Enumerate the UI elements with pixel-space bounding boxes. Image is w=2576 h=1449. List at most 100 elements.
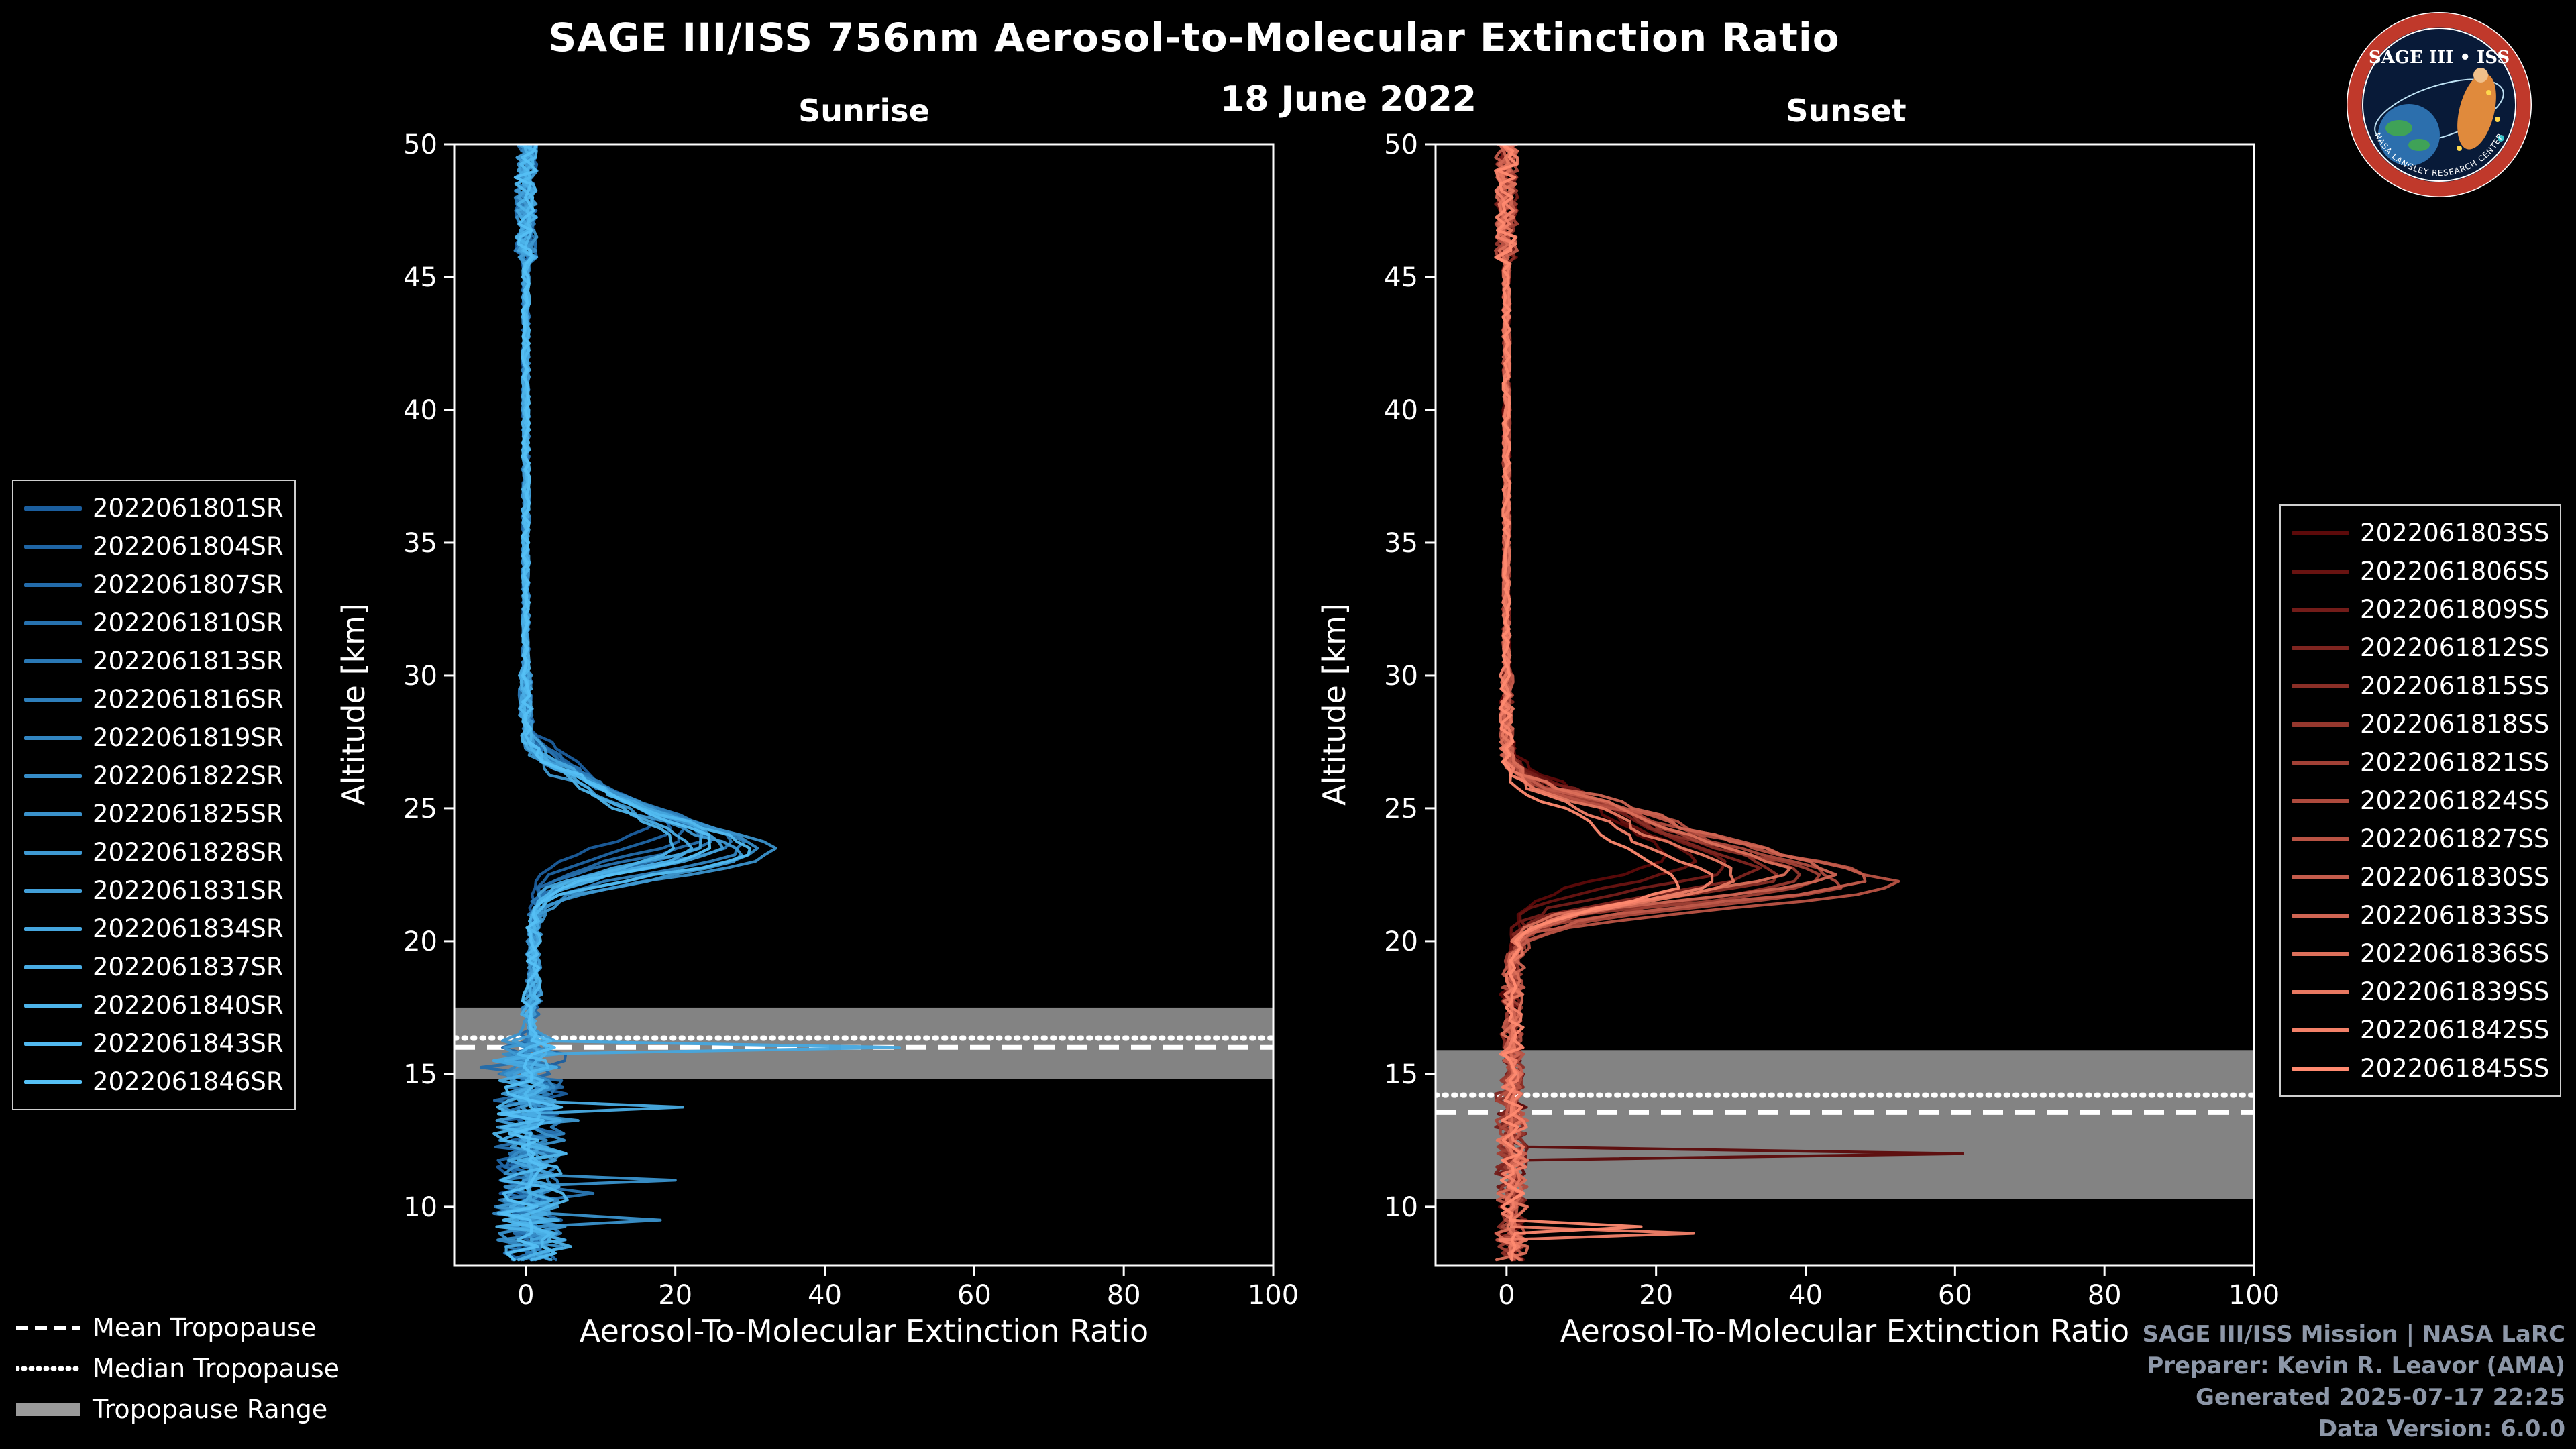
x-tick-label: 100 [1248,1280,1299,1311]
legend-label: 2022061816SR [93,685,284,714]
legend-label: 2022061834SR [93,914,284,943]
legend-item: 2022061822SR [24,757,284,795]
legend-item: 2022061810SR [24,604,284,642]
credit-mission: SAGE III/ISS Mission | NASA LaRC [2142,1321,2566,1348]
legend-item: 2022061845SS [2292,1049,2549,1087]
x-tick-label: 60 [1938,1280,1972,1311]
sunset-panel-title: Sunset [1786,93,1907,129]
legend-item: 2022061834SR [24,910,284,948]
legend-line-swatch [24,812,82,816]
legend-item: 2022061836SS [2292,934,2549,973]
legend-line-swatch [24,544,82,549]
legend-line-swatch [2292,989,2349,994]
x-tick-label: 0 [1498,1280,1515,1311]
y-tick-label: 40 [1384,395,1418,426]
x-tick-label: 80 [1107,1280,1141,1311]
legend-item: 2022061840SR [24,986,284,1024]
legend-line-swatch [24,697,82,702]
legend-item: 2022061842SS [2292,1011,2549,1049]
profile-line-2022061846SR [496,144,712,1262]
x-tick-label: 40 [808,1280,842,1311]
legend-label: 2022061839SS [2360,977,2550,1006]
legend-line-swatch [24,1041,82,1046]
dotted-line-swatch [16,1366,80,1371]
legend-label: 2022061804SR [93,532,284,561]
legend-item: 2022061816SR [24,680,284,718]
x-tick-label: 20 [1639,1280,1673,1311]
y-tick-label: 35 [1384,528,1418,559]
legend-item: 2022061813SR [24,642,284,680]
legend-label: 2022061807SR [93,570,284,599]
logo-star [2457,146,2462,151]
legend-item: 2022061828SR [24,833,284,871]
legend-label: 2022061824SS [2360,786,2550,815]
legend-item: 2022061831SR [24,871,284,910]
legend-item: 2022061830SS [2292,858,2549,896]
legend-line-swatch [24,621,82,625]
logo-orbit [2374,78,2504,144]
legend-label: 2022061810SR [93,608,284,637]
tropopause-range-legend-item: Tropopause Range [16,1389,339,1430]
legend-item: 2022061812SS [2292,629,2549,667]
legend-label: 2022061840SR [93,991,284,1020]
legend-item: 2022061821SS [2292,743,2549,782]
mean-tropopause-legend-item: Mean Tropopause [16,1307,339,1348]
legend-label: 2022061813SR [93,647,284,676]
legend-item: 2022061824SS [2292,782,2549,820]
legend-line-swatch [2292,1028,2349,1032]
credit-generated: Generated 2025-07-17 22:25 [2196,1384,2565,1411]
logo-star [2495,117,2500,122]
legend-item: 2022061825SR [24,795,284,833]
sunrise-x-axis-label: Aerosol-To-Molecular Extinction Ratio [580,1313,1148,1349]
legend-label: 2022061822SR [93,761,284,790]
legend-label: 2022061846SR [93,1067,284,1096]
y-tick-label: 40 [403,395,437,426]
date-subtitle: 18 June 2022 [1220,79,1477,119]
y-tick-label: 10 [1384,1192,1418,1223]
legend-line-swatch [2292,798,2349,803]
legend-line-swatch [2292,760,2349,765]
y-tick-label: 30 [403,661,437,692]
legend-label: 2022061818SS [2360,710,2550,739]
legend-item: 2022061839SS [2292,973,2549,1011]
legend-item: 2022061827SS [2292,820,2549,858]
y-tick-label: 30 [1384,661,1418,692]
sunset-legend: 2022061803SS 2022061806SS 2022061809SS 2022… [2279,504,2562,1097]
tropopause-legend: Mean Tropopause Median Tropopause Tropop… [16,1307,339,1430]
legend-label: 2022061842SS [2360,1016,2550,1044]
legend-item: 2022061843SR [24,1024,284,1063]
legend-line-swatch [24,965,82,969]
legend-line-swatch [2292,837,2349,841]
logo-title: SAGE III • ISS [2369,48,2510,68]
logo-earth [2378,104,2440,166]
legend-line-swatch [24,735,82,740]
x-tick-label: 20 [658,1280,692,1311]
y-tick-label: 15 [403,1059,437,1090]
sunrise-plot-frame [453,143,1275,1267]
legend-label: 2022061843SR [93,1029,284,1058]
legend-label: 2022061801SR [93,494,284,523]
logo-earth-land [2408,139,2430,151]
y-tick-label: 15 [1384,1059,1418,1090]
profile-line-2022061842SS [1494,144,1714,1262]
sunrise-legend: 2022061801SR 2022061804SR 2022061807SR 2022… [12,480,296,1110]
legend-line-swatch [2292,913,2349,918]
logo-figure-head [2473,68,2488,83]
credits: SAGE III/ISS Mission | NASA LaRC Prepare… [2143,1319,2566,1445]
legend-line-swatch [2292,875,2349,879]
legend-item: 2022061804SR [24,527,284,566]
legend-line-swatch [24,1003,82,1008]
page-title: SAGE III/ISS 756nm Aerosol-to-Molecular … [548,15,1840,60]
sunset-y-axis-label: Altitude [km] [1316,603,1352,806]
legend-line-swatch [2292,951,2349,956]
legend-line-swatch [24,773,82,778]
legend-item: 2022061806SS [2292,552,2549,590]
x-tick-label: 40 [1788,1280,1823,1311]
y-tick-label: 10 [403,1192,437,1223]
legend-line-swatch [24,659,82,663]
y-tick-label: 20 [1384,926,1418,957]
legend-item: 2022061809SS [2292,590,2549,629]
legend-label: 2022061830SS [2360,863,2550,892]
legend-label: 2022061825SR [93,800,284,828]
legend-line-swatch [24,888,82,893]
